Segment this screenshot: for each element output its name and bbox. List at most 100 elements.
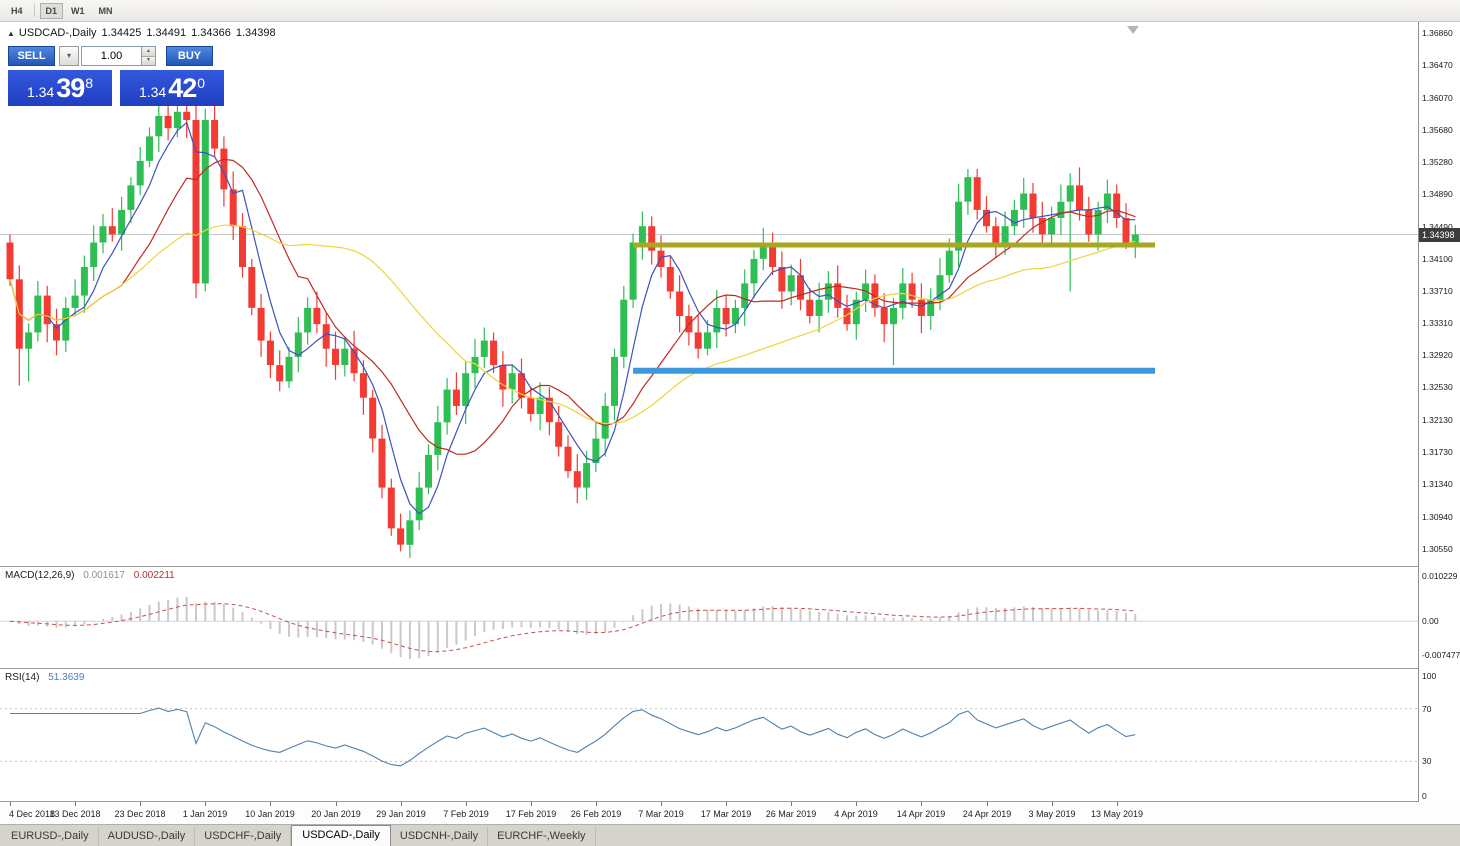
macd-axis-label: 0.010229 <box>1422 571 1458 581</box>
price-axis[interactable]: 1.34398 1.36860 1.36470 1.36070 1.35680 1.35… <box>1418 22 1460 802</box>
chart-tab-usdchf-daily[interactable]: USDCHF-,Daily <box>195 827 292 846</box>
price-axis-label: 1.31730 <box>1422 447 1453 457</box>
date-tick <box>856 802 857 806</box>
trade-prices-row: 1.34 39 8 1.34 42 0 <box>8 70 224 106</box>
chart-tab-usdcad-daily[interactable]: USDCAD-,Daily <box>291 825 391 846</box>
price-axis-label: 1.33310 <box>1422 318 1453 328</box>
date-axis-label: 4 Apr 2019 <box>834 809 878 819</box>
rsi-indicator-label: RSI(14) 51.3639 <box>5 672 84 683</box>
date-tick <box>661 802 662 806</box>
date-tick <box>987 802 988 806</box>
date-axis-label: 17 Mar 2019 <box>700 809 752 819</box>
date-axis-label: 17 Feb 2019 <box>505 809 557 819</box>
toolbar-separator <box>33 4 35 17</box>
symbol-label: USDCAD-,Daily <box>18 27 97 39</box>
date-tick <box>531 802 532 806</box>
timeframe-toolbar: H4 D1 W1 MN <box>0 0 1460 22</box>
date-tick <box>10 802 11 806</box>
ask-big-digits: 42 <box>168 72 197 103</box>
panel-separator[interactable] <box>0 668 1460 669</box>
date-axis-label: 3 May 2019 <box>1028 809 1076 819</box>
macd-panel[interactable] <box>0 567 1418 668</box>
ask-price-display[interactable]: 1.34 42 0 <box>120 70 224 106</box>
price-axis-label: 1.30550 <box>1422 544 1453 554</box>
date-tick <box>75 802 76 806</box>
chart-tab-eurchf-weekly[interactable]: EURCHF-,Weekly <box>488 827 596 846</box>
price-axis-label: 1.33710 <box>1422 286 1453 296</box>
price-axis-label: 1.36070 <box>1422 93 1453 103</box>
price-axis-label: 1.31340 <box>1422 479 1453 489</box>
volume-spinner: ▲ ▼ <box>141 46 156 66</box>
volume-increase-button[interactable]: ▲ <box>142 47 155 57</box>
price-axis-label: 1.34100 <box>1422 254 1453 264</box>
date-tick <box>205 802 206 806</box>
date-tick <box>336 802 337 806</box>
axis-corner <box>1418 802 1460 824</box>
price-axis-label: 1.30940 <box>1422 512 1453 522</box>
buy-button[interactable]: BUY <box>166 46 213 66</box>
price-axis-label: 1.35280 <box>1422 157 1453 167</box>
chart-shift-icon[interactable] <box>1127 26 1139 34</box>
date-axis-label: 10 Jan 2019 <box>245 809 295 819</box>
date-axis-label: 13 May 2019 <box>1090 809 1144 819</box>
price-axis-label: 1.34890 <box>1422 189 1453 199</box>
rsi-axis-label: 70 <box>1422 704 1432 714</box>
panel-separator[interactable] <box>0 566 1460 567</box>
chart-tab-usdcnh-daily[interactable]: USDCNH-,Daily <box>391 827 489 846</box>
timeframe-button-mn[interactable]: MN <box>93 3 119 19</box>
volume-input[interactable] <box>81 46 141 66</box>
date-tick <box>140 802 141 806</box>
timeframe-button-h4[interactable]: H4 <box>5 3 29 19</box>
volume-control: ▲ ▼ <box>81 46 156 66</box>
price-axis-label: 1.32130 <box>1422 415 1453 425</box>
price-axis-label: 1.36470 <box>1422 60 1453 70</box>
date-axis-label: 7 Mar 2019 <box>638 809 684 819</box>
ohlc-open: 1.34425 <box>101 27 142 39</box>
chart-tab-audusd-daily[interactable]: AUDUSD-,Daily <box>99 827 196 846</box>
macd-chart[interactable] <box>0 567 1418 668</box>
candlestick-chart[interactable] <box>0 22 1418 566</box>
date-axis[interactable]: 4 Dec 2018 13 Dec 2018 23 Dec 2018 1 Jan 20… <box>0 802 1418 824</box>
date-axis-label: 29 Jan 2019 <box>376 809 426 819</box>
ohlc-low: 1.34366 <box>191 27 231 39</box>
ask-sup-digit: 0 <box>197 74 206 91</box>
current-price-tag: 1.34398 <box>1419 228 1460 242</box>
sell-button[interactable]: SELL <box>8 46 55 66</box>
date-axis-label: 23 Dec 2018 <box>114 809 166 819</box>
macd-signal-value: 0.002211 <box>133 570 175 581</box>
timeframe-button-w1[interactable]: W1 <box>65 3 91 19</box>
macd-main-value: 0.001617 <box>83 570 125 581</box>
trade-controls-row: SELL ▾ ▲ ▼ BUY <box>8 46 224 66</box>
rsi-panel[interactable] <box>0 669 1418 801</box>
rsi-chart[interactable] <box>0 669 1418 801</box>
chart-tabs-bar: EURUSD-,Daily AUDUSD-,Daily USDCHF-,Daily U… <box>0 824 1460 846</box>
volume-decrease-button[interactable]: ▼ <box>142 56 155 65</box>
date-axis-label: 1 Jan 2019 <box>182 809 228 819</box>
macd-axis-label: -0.007477 <box>1422 650 1460 660</box>
main-chart[interactable] <box>0 22 1418 566</box>
macd-title: MACD(12,26,9) <box>5 570 75 581</box>
dropdown-arrow-icon: ▾ <box>66 51 71 60</box>
rsi-axis-label: 30 <box>1422 756 1432 766</box>
date-tick <box>726 802 727 806</box>
collapse-panel-icon[interactable]: ▲ <box>7 29 15 38</box>
rsi-axis-label: 100 <box>1422 671 1437 681</box>
date-axis-label: 20 Jan 2019 <box>311 809 361 819</box>
volume-dropdown-button[interactable]: ▾ <box>59 46 79 66</box>
price-axis-label: 1.32530 <box>1422 382 1453 392</box>
date-axis-label: 14 Apr 2019 <box>896 809 946 819</box>
rsi-title: RSI(14) <box>5 672 40 683</box>
ohlc-high: 1.34491 <box>146 27 187 39</box>
chart-tab-eurusd-daily[interactable]: EURUSD-,Daily <box>2 827 99 846</box>
rsi-axis-label: 0 <box>1422 791 1427 801</box>
chart-ohlc-header: ▲ USDCAD-,Daily 1.34425 1.34491 1.34366 1.343… <box>7 27 281 39</box>
bid-prefix: 1.34 <box>26 83 55 100</box>
ask-prefix: 1.34 <box>138 83 167 100</box>
bid-price-display[interactable]: 1.34 39 8 <box>8 70 112 106</box>
date-axis-label: 13 Dec 2018 <box>49 809 101 819</box>
timeframe-button-d1[interactable]: D1 <box>39 2 64 19</box>
date-axis-label: 4 Dec 2018 <box>8 809 56 819</box>
price-axis-label: 1.36860 <box>1422 28 1453 38</box>
date-tick <box>401 802 402 806</box>
bid-big-digits: 39 <box>56 72 85 103</box>
